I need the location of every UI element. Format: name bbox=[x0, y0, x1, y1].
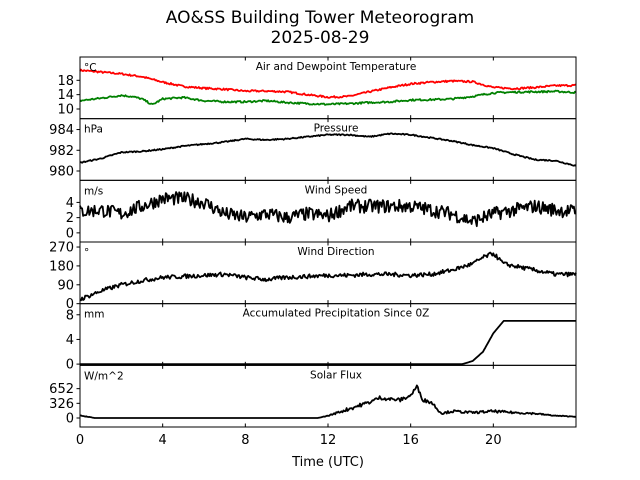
y-tick-label: 0 bbox=[66, 358, 74, 373]
y-tick-label: 4 bbox=[66, 333, 74, 348]
y-tick-label: 4 bbox=[66, 196, 74, 211]
series-line-wind-direction bbox=[79, 251, 577, 302]
y-tick-label: 0 bbox=[66, 297, 74, 312]
y-tick-label: 8 bbox=[66, 308, 74, 323]
panel-3: 0 90 180 270 ° Wind Direction bbox=[49, 241, 577, 312]
panel-title: Pressure bbox=[314, 123, 359, 135]
panel-unit-label: m/s bbox=[84, 185, 103, 197]
y-tick-label: 0 bbox=[66, 226, 74, 241]
x-tick-label: 4 bbox=[159, 433, 167, 448]
panel-unit-label: ° bbox=[84, 247, 89, 259]
chart-subtitle: 2025-08-29 bbox=[270, 28, 370, 48]
y-tick-label: 982 bbox=[49, 144, 74, 159]
x-tick-label: 20 bbox=[485, 433, 502, 448]
panel-title: Wind Direction bbox=[297, 246, 374, 258]
y-tick-label: 652 bbox=[49, 382, 74, 397]
y-tick-label: 0 bbox=[66, 411, 74, 426]
y-tick-label: 90 bbox=[57, 278, 74, 293]
panel-4: 0 4 8 mm Accumulated Precipitation Since 0Z bbox=[66, 303, 577, 373]
y-tick-label: 2 bbox=[66, 211, 74, 226]
series-line-air-temperature bbox=[79, 68, 576, 99]
x-tick-label: 16 bbox=[402, 433, 419, 448]
y-tick-label: 180 bbox=[49, 259, 74, 274]
panel-unit-label: mm bbox=[84, 309, 104, 321]
y-tick-label: 18 bbox=[57, 74, 74, 89]
panel-title: Accumulated Precipitation Since 0Z bbox=[243, 308, 430, 320]
series-line-solar-flux bbox=[79, 384, 577, 419]
panel-title: Solar Flux bbox=[310, 369, 362, 381]
y-tick-label: 984 bbox=[49, 123, 74, 138]
x-axis-label: Time (UTC) bbox=[291, 455, 364, 470]
panel-title: Wind Speed bbox=[305, 184, 368, 196]
y-tick-label: 980 bbox=[49, 165, 74, 180]
panel-1: 980 982 984 hPa Pressure bbox=[49, 118, 577, 181]
x-tick-label: 12 bbox=[320, 433, 337, 448]
x-tick-label: 0 bbox=[76, 433, 84, 448]
chart-title-main: AO&SS Building Tower Meteorogram bbox=[165, 8, 475, 28]
series-line-precipitation bbox=[80, 320, 576, 365]
y-tick-label: 14 bbox=[57, 88, 74, 103]
panel-title: Air and Dewpoint Temperature bbox=[256, 61, 417, 73]
y-tick-label: 10 bbox=[57, 102, 74, 117]
chart-title: AO&SS Building Tower Meteorogram 2025-08… bbox=[0, 8, 640, 48]
panel-2: 024 m/s Wind Speed bbox=[66, 179, 577, 243]
panel-unit-label: °C bbox=[84, 62, 97, 74]
panel-unit-label: hPa bbox=[84, 124, 103, 136]
y-tick-label: 326 bbox=[49, 397, 74, 412]
panel-unit-label: W/m^2 bbox=[84, 370, 124, 382]
series-line-pressure bbox=[79, 132, 577, 167]
series-line-wind-speed bbox=[79, 191, 576, 228]
y-tick-label: 270 bbox=[49, 241, 74, 256]
series-line-dewpoint bbox=[79, 89, 577, 106]
x-tick-label: 8 bbox=[241, 433, 249, 448]
